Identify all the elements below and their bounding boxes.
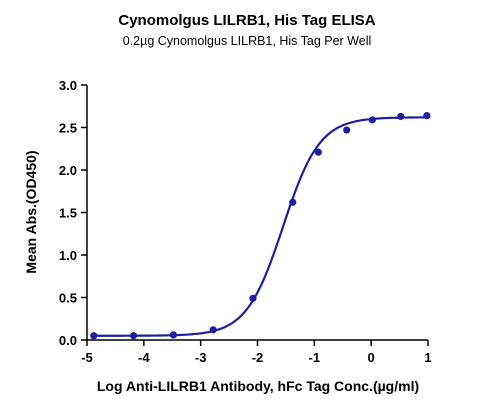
data-point xyxy=(368,116,376,124)
y-tick-label: 0.0 xyxy=(59,333,77,348)
y-tick-label: 1.0 xyxy=(59,248,77,263)
x-tick-label: 1 xyxy=(424,350,431,365)
data-point xyxy=(90,332,98,340)
chart-title: Cynomolgus LILRB1, His Tag ELISA xyxy=(118,12,375,29)
y-tick-label: 2.0 xyxy=(59,163,77,178)
x-tick-label: -1 xyxy=(309,350,321,365)
data-point xyxy=(249,294,257,302)
y-tick-label: 2.5 xyxy=(59,121,77,136)
x-tick-label: -4 xyxy=(138,350,150,365)
x-axis-label: Log Anti-LILRB1 Antibody, hFc Tag Conc.(… xyxy=(97,378,419,394)
data-point xyxy=(169,331,177,339)
fit-curve-layer xyxy=(93,116,429,337)
chart-subtitle: 0.2µg Cynomolgus LILRB1, His Tag Per Wel… xyxy=(123,34,372,48)
y-axis-label: Mean Abs.(OD450) xyxy=(23,150,39,273)
y-tick-label: 3.0 xyxy=(59,78,77,93)
y-tick-label: 0.5 xyxy=(59,291,77,306)
fit-curve xyxy=(93,116,429,337)
data-point xyxy=(343,126,351,134)
x-tick-label: 0 xyxy=(368,350,375,365)
data-point xyxy=(423,112,431,120)
x-tick-label: -3 xyxy=(195,350,207,365)
data-point xyxy=(314,148,322,156)
x-tick-label: -2 xyxy=(252,350,264,365)
axes: 0.0 0.5 1.0 1.5 2.0 2.5 3.0 -5 -4 -3 -2 -1 0 1 xyxy=(59,78,432,365)
data-point xyxy=(130,332,138,340)
data-points-layer xyxy=(90,112,431,340)
data-point xyxy=(289,198,297,206)
data-point xyxy=(209,326,217,334)
y-tick-label: 1.5 xyxy=(59,206,77,221)
x-tick-label: -5 xyxy=(81,350,93,365)
data-point xyxy=(397,112,405,121)
